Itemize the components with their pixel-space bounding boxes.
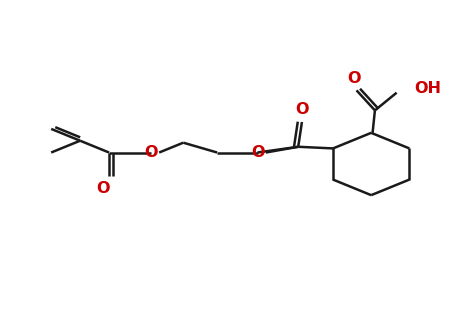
- Text: O: O: [294, 102, 308, 117]
- Text: O: O: [347, 72, 360, 86]
- Text: O: O: [96, 181, 110, 196]
- Text: OH: OH: [413, 81, 440, 96]
- Text: O: O: [250, 145, 264, 160]
- Text: O: O: [144, 145, 157, 160]
